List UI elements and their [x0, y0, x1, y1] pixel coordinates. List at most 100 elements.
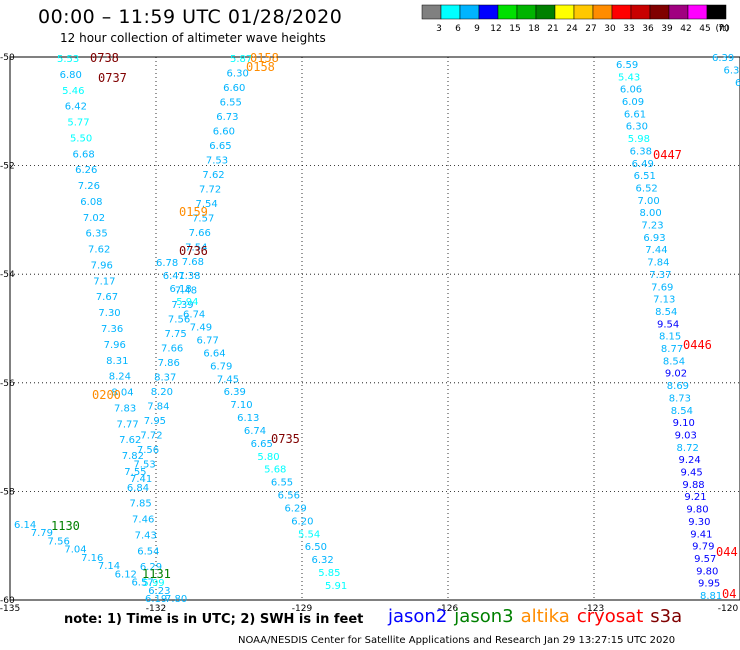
track-e-wave-height: 6.30 — [626, 122, 648, 133]
track-b-wave-height: 7.86 — [158, 358, 180, 369]
track-c-wave-height: 5.91 — [325, 581, 347, 592]
track-b-wave-height: 6.60 — [213, 126, 235, 137]
latitude-label: -52 — [0, 162, 15, 172]
track-a-wave-height: 6.84 — [127, 483, 149, 494]
map-subtitle: 12 hour collection of altimeter wave hei… — [60, 31, 326, 45]
track-e-wave-height: 8.54 — [655, 307, 677, 318]
satellite-name: altika — [520, 606, 570, 627]
longitude-label: -120 — [718, 604, 739, 612]
track-d-wave-height: 7.04 — [64, 545, 86, 556]
track-e-wave-height: 9.45 — [680, 468, 702, 479]
track-a-wave-height: 5.50 — [70, 133, 92, 144]
track-e-wave-height: 6.93 — [643, 233, 665, 244]
track-d-wave-height: 7.14 — [98, 561, 120, 572]
latitude-label: -54 — [0, 270, 15, 280]
track-c-wave-height: 6.79 — [210, 361, 232, 372]
track-e-wave-height: 7.69 — [651, 282, 673, 293]
track-c-wave-height: 7.45 — [217, 374, 239, 385]
track-e-wave-height: 6.06 — [620, 85, 642, 96]
track-d-wave-height: 6.14 — [14, 520, 36, 531]
track-c-wave-height: 6.64 — [203, 348, 225, 359]
satellite-name: jason2 — [388, 606, 448, 627]
track-e-wave-height: 8.77 — [661, 344, 683, 355]
track-b-wave-height: 5.87 — [230, 54, 252, 65]
track-e-wave-height: 9.21 — [684, 492, 706, 503]
legend-tick-label: 6 — [455, 24, 461, 34]
track-a-wave-height: 7.96 — [104, 340, 126, 351]
track-e-wave-height: 8.54 — [671, 406, 693, 417]
track-a-wave-height: 7.02 — [83, 213, 105, 224]
track-c-wave-height: 5.54 — [298, 529, 320, 540]
track-c-wave-height: 5.80 — [257, 452, 279, 463]
track-a-wave-height: 7.96 — [91, 260, 113, 271]
legend-tick-label: 12 — [490, 24, 501, 34]
satellite-name: jason3 — [454, 606, 514, 627]
track-c-wave-height: 6.78 — [156, 258, 178, 269]
track-b-wave-height: 7.66 — [189, 228, 211, 239]
track-a-wave-height: 7.36 — [101, 324, 123, 335]
legend-tick-label: 30 — [604, 24, 616, 34]
track-e-wave-height: 9.24 — [679, 455, 701, 466]
track-a-wave-height: 7.62 — [119, 435, 141, 446]
track-a-wave-height: 7.77 — [117, 419, 139, 430]
legend-swatch — [706, 4, 727, 20]
track-d-wave-height: 7.79 — [31, 528, 53, 539]
track-b-wave-height: 7.68 — [182, 257, 204, 268]
track-b-wave-height: 7.38 — [178, 271, 200, 282]
track-b-wave-height: 8.20 — [151, 387, 173, 398]
track-e-wave-height: 9.41 — [690, 529, 712, 540]
satellite-name: s3a — [650, 606, 683, 627]
track-c-wave-height: 6.13 — [237, 413, 259, 424]
track-c-wave-height: 6.74 — [183, 310, 205, 321]
track-a-wave-height: 6.68 — [73, 149, 95, 160]
legend-unit: (ft) — [715, 24, 729, 34]
track-d-wave-height: 6.57 — [131, 578, 153, 589]
track-a-wave-height: 6.35 — [85, 229, 107, 240]
track-e-wave-height: 6.59 — [616, 60, 638, 71]
track-e-wave-height: 9.80 — [696, 566, 718, 577]
track-b-wave-height: 7.75 — [164, 329, 186, 340]
track-a-wave-height: 7.55 — [124, 467, 146, 478]
track-a-wave-height: 5.77 — [67, 118, 89, 129]
track-e-wave-height: 5.43 — [618, 72, 640, 83]
pass-time-label: 1130 — [51, 519, 80, 533]
track-e-wave-height: 7.44 — [645, 245, 667, 256]
track-a-wave-height: 6.08 — [80, 197, 102, 208]
track-d-wave-height: 7.56 — [48, 536, 70, 547]
track-c-wave-height: 7.49 — [190, 323, 212, 334]
track-b-wave-height: 7.62 — [202, 170, 224, 181]
track-e-wave-height: 9.95 — [698, 579, 720, 590]
track-b-wave-height: 7.54 — [196, 199, 218, 210]
track-c-wave-height: 6.39 — [224, 387, 246, 398]
map-title: 00:00 – 11:59 UTC 01/28/2020 — [38, 6, 343, 28]
pass-time-label: 0738 — [90, 51, 119, 65]
pass-time-label: 0447 — [653, 148, 682, 162]
track-b-wave-height: 7.53 — [206, 155, 228, 166]
track-c-wave-height: 6.65 — [251, 439, 273, 450]
track-a-wave-height: 6.29 — [140, 562, 162, 573]
legend-tick-label: 36 — [642, 24, 654, 34]
pass-time-label: 0737 — [98, 71, 127, 85]
track-a-wave-height: 6.42 — [65, 102, 87, 113]
track-c-wave-height: 5.94 — [176, 297, 198, 308]
pass-time-label: 0159 — [179, 205, 208, 219]
legend-tick-label: 15 — [509, 24, 520, 34]
legend-tick-label: 33 — [623, 24, 634, 34]
legend-tick-label: 24 — [566, 24, 578, 34]
track-b-wave-height: 7.57 — [192, 213, 214, 224]
pass-time-label: 0736 — [179, 244, 208, 258]
legend-tick-label: 3 — [436, 24, 442, 34]
track-e-wave-height: 8.00 — [639, 208, 661, 219]
track-a-wave-height: 6.19 — [145, 594, 167, 605]
track-e-wave-height: 9.54 — [657, 319, 679, 330]
track-a-wave-height: 8.04 — [111, 388, 133, 399]
track-a-wave-height: 7.43 — [135, 530, 157, 541]
track-a-wave-height: 7.30 — [98, 308, 120, 319]
track-a-wave-height: 7.83 — [114, 403, 136, 414]
track-b-wave-height: 7.56 — [137, 445, 159, 456]
track-e-wave-height: 9.30 — [688, 517, 710, 528]
track-b-wave-height: 6.73 — [216, 112, 238, 123]
legend-tick-label: 45 — [699, 24, 710, 34]
longitude-label: -135 — [0, 604, 20, 612]
latitude-label: -50 — [0, 53, 15, 63]
